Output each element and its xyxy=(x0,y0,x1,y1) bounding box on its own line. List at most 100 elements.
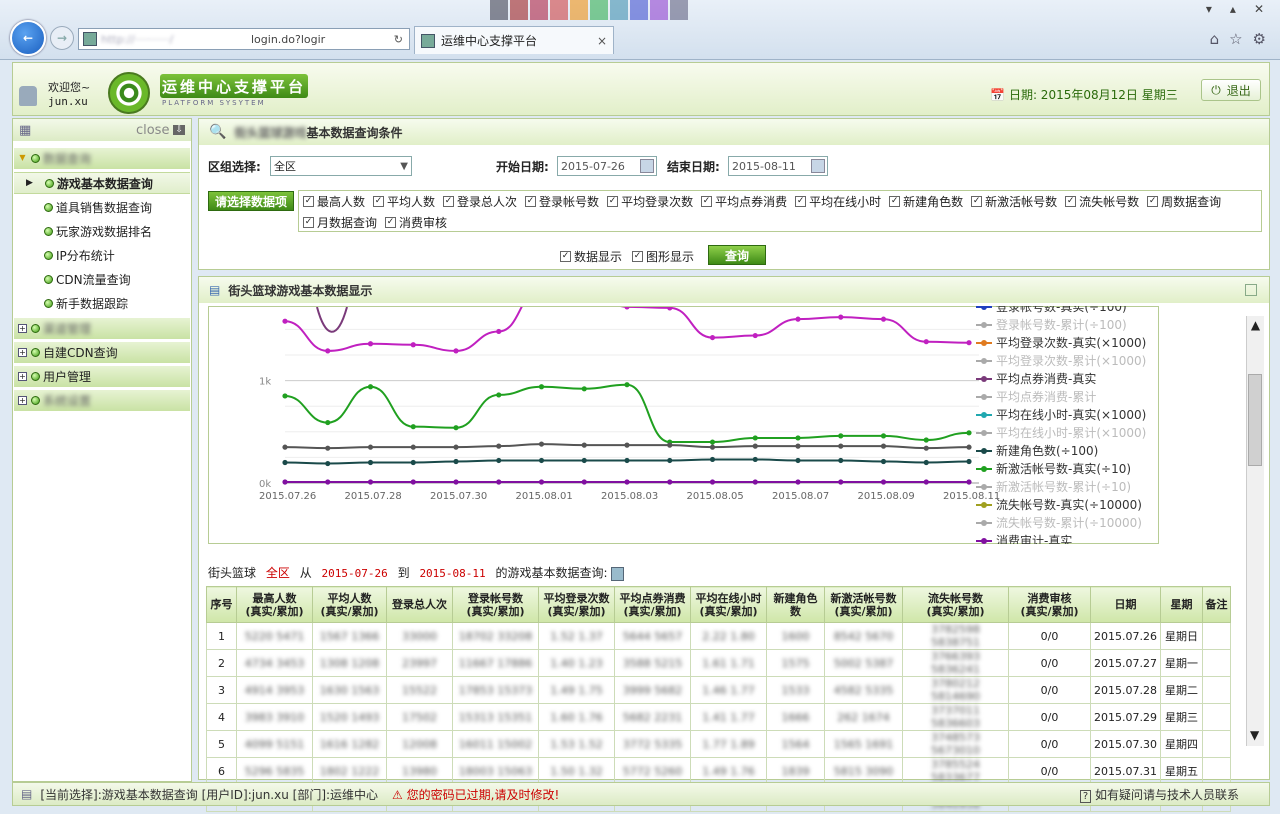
series-point xyxy=(453,444,459,450)
group-label: 用户管理 xyxy=(43,370,92,384)
browser-tab[interactable]: 运维中心支撑平台 × xyxy=(414,26,614,54)
group-label: 自建CDN查询 xyxy=(43,346,118,360)
sidebar-group-system[interactable]: + 系统设置 xyxy=(14,390,190,412)
choose-items-button[interactable]: 请选择数据项 xyxy=(208,191,294,211)
checkbox-lost-accounts[interactable]: ✓ 流失帐号数 xyxy=(1065,195,1140,209)
sidebar-item-ranking[interactable]: 玩家游戏数据排名 xyxy=(44,220,152,242)
checkbox-avg-users[interactable]: ✓ 平均人数 xyxy=(373,195,436,209)
checkbox-consumption-audit[interactable]: ✓ 消费审核 xyxy=(385,216,448,230)
address-bar[interactable]: http://··········/ login.do?logir ↻ xyxy=(78,28,410,50)
checkbox-monthly[interactable]: ✓ 月数据查询 xyxy=(303,216,378,230)
minimize-button[interactable]: ▾ xyxy=(1205,2,1212,16)
series-point xyxy=(752,435,758,441)
table-cell: 星期二 xyxy=(1159,676,1203,704)
sidebar-group-users[interactable]: + 用户管理 xyxy=(14,366,190,388)
legend-marker-icon xyxy=(976,519,992,526)
star-icon[interactable]: ☆ xyxy=(1229,30,1243,48)
checkbox-show-data[interactable]: ✓ 数据显示 xyxy=(560,250,623,264)
sidebar-group-data[interactable]: ▼ 数据查询 xyxy=(14,148,190,170)
export-icon[interactable] xyxy=(611,566,625,581)
sidebar-item-props-sales[interactable]: 道具销售数据查询 xyxy=(44,196,152,218)
legend-item[interactable]: 新建角色数(÷100) xyxy=(976,442,1098,459)
masked-cell: 1.53 1.52 xyxy=(538,730,615,758)
warning-text: 您的密码已过期,请及时修改! xyxy=(406,787,560,802)
masked-cell: 5296 5835 xyxy=(236,757,313,785)
masked-cell: 5682 2231 xyxy=(614,703,691,731)
legend-item[interactable]: 平均在线小时-真实(×1000) xyxy=(976,406,1146,423)
group-dot-icon xyxy=(31,396,40,405)
x-tick-label: 2015.07.26 xyxy=(259,491,316,502)
scroll-down-icon[interactable]: ▼ xyxy=(1250,728,1260,742)
sidebar-grid-icon: ▦ xyxy=(19,122,32,138)
sidebar-group-channel[interactable]: + 渠道管理 xyxy=(14,318,190,340)
masked-cell: 3588 5215 xyxy=(614,649,691,677)
sidebar-item-basic-data[interactable]: ▶ 游戏基本数据查询 xyxy=(26,172,153,194)
checkbox-max-users[interactable]: ✓ 最高人数 xyxy=(303,195,366,209)
forward-button[interactable]: → xyxy=(50,26,74,50)
logout-button[interactable]: ⏻ 退出 xyxy=(1201,79,1261,101)
sidebar-close-label[interactable]: close xyxy=(135,122,170,138)
legend-item[interactable]: 平均点券消费-累计 xyxy=(976,388,1096,405)
checkbox-show-chart[interactable]: ✓ 图形显示 xyxy=(632,250,695,264)
masked-cell: 5644 5657 xyxy=(614,622,691,650)
sidebar-item-ip[interactable]: IP分布统计 xyxy=(44,244,115,266)
brand-subtitle: PLATFORM SYSYTEM xyxy=(162,99,266,107)
masked-cell: 4099 5151 xyxy=(236,730,313,758)
scroll-up-icon[interactable]: ▲ xyxy=(1250,318,1261,332)
legend-item[interactable]: 流失帐号数-累计(÷10000) xyxy=(976,514,1142,531)
legend-item[interactable]: 消费审计-真实 xyxy=(976,532,1072,544)
sidebar-group-cdn[interactable]: + 自建CDN查询 xyxy=(14,342,190,364)
masked-cell: 1.49 1.76 xyxy=(690,757,767,785)
password-warning[interactable]: ⚠ 您的密码已过期,请及时修改! xyxy=(392,786,559,803)
legend-item[interactable]: 平均点券消费-真实 xyxy=(976,370,1096,387)
legend-item[interactable]: 平均在线小时-累计(×1000) xyxy=(976,424,1146,441)
legend-item[interactable]: 平均登录次数-累计(×1000) xyxy=(976,352,1146,369)
end-date-input[interactable]: 2015-08-11 xyxy=(728,156,828,176)
legend-item[interactable]: 流失帐号数-真实(÷10000) xyxy=(976,496,1142,513)
legend-marker-icon xyxy=(976,501,992,508)
series-point xyxy=(581,457,587,464)
checkbox-login-accounts[interactable]: ✓ 登录帐号数 xyxy=(525,195,600,209)
x-tick-label: 2015.08.01 xyxy=(516,491,573,502)
tab-close-icon[interactable]: × xyxy=(596,33,607,48)
checkbox-new-activations[interactable]: ✓ 新激活帐号数 xyxy=(971,195,1058,209)
series-point xyxy=(838,433,844,439)
back-button[interactable]: ← xyxy=(10,20,46,56)
series-point xyxy=(795,443,801,449)
gear-icon[interactable]: ⚙ xyxy=(1252,30,1266,48)
region-select[interactable]: 全区 ▼ xyxy=(270,156,412,176)
refresh-icon[interactable]: ↻ xyxy=(393,32,403,46)
maximize-button[interactable]: ▴ xyxy=(1229,2,1236,16)
legend-item[interactable]: 平均登录次数-真实(×1000) xyxy=(976,334,1146,351)
collapse-toggle-icon: ▼ xyxy=(19,153,26,162)
legend-marker-icon xyxy=(976,375,992,382)
masked-cell: 1666 xyxy=(766,703,825,731)
home-icon[interactable]: ⌂ xyxy=(1209,30,1220,48)
checkbox-avg-coupon[interactable]: ✓ 平均点券消费 xyxy=(701,195,788,209)
sidebar-item-newbie[interactable]: 新手数据跟踪 xyxy=(44,292,128,314)
legend-item[interactable]: 登录帐号数-累计(÷100) xyxy=(976,316,1127,333)
table-cell: 星期三 xyxy=(1159,703,1203,731)
query-button[interactable]: 查询 xyxy=(708,245,766,265)
arrow-right-icon: ▶ xyxy=(26,178,33,188)
checkbox-login-total[interactable]: ✓ 登录总人次 xyxy=(443,195,518,209)
legend-item[interactable]: 新激活帐号数-真实(÷10) xyxy=(976,460,1131,477)
legend-item[interactable]: 登录帐号数-真实(÷100) xyxy=(976,306,1127,315)
maximize-panel-icon[interactable] xyxy=(1245,284,1257,296)
calendar-icon[interactable] xyxy=(811,159,825,173)
masked-cell: 1567 1366 xyxy=(312,622,387,650)
checkbox-weekly[interactable]: ✓ 周数据查询 xyxy=(1147,195,1222,209)
close-window-button[interactable]: ✕ xyxy=(1253,2,1264,16)
series-point xyxy=(966,340,972,346)
checkbox-avg-online[interactable]: ✓ 平均在线小时 xyxy=(795,195,882,209)
calendar-icon[interactable] xyxy=(640,159,654,173)
sidebar-item-cdn[interactable]: CDN流量查询 xyxy=(44,268,131,290)
legend-item[interactable]: 新激活帐号数-累计(÷10) xyxy=(976,478,1131,495)
item-dot-icon xyxy=(44,226,53,236)
checkbox-avg-login-times[interactable]: ✓ 平均登录次数 xyxy=(607,195,694,209)
table-cell: 4 xyxy=(206,703,237,731)
collapse-icon[interactable]: ⇩ xyxy=(173,125,185,135)
scrollbar-thumb[interactable] xyxy=(1248,374,1262,466)
start-date-input[interactable]: 2015-07-26 xyxy=(557,156,657,176)
checkbox-new-roles[interactable]: ✓ 新建角色数 xyxy=(889,195,964,209)
